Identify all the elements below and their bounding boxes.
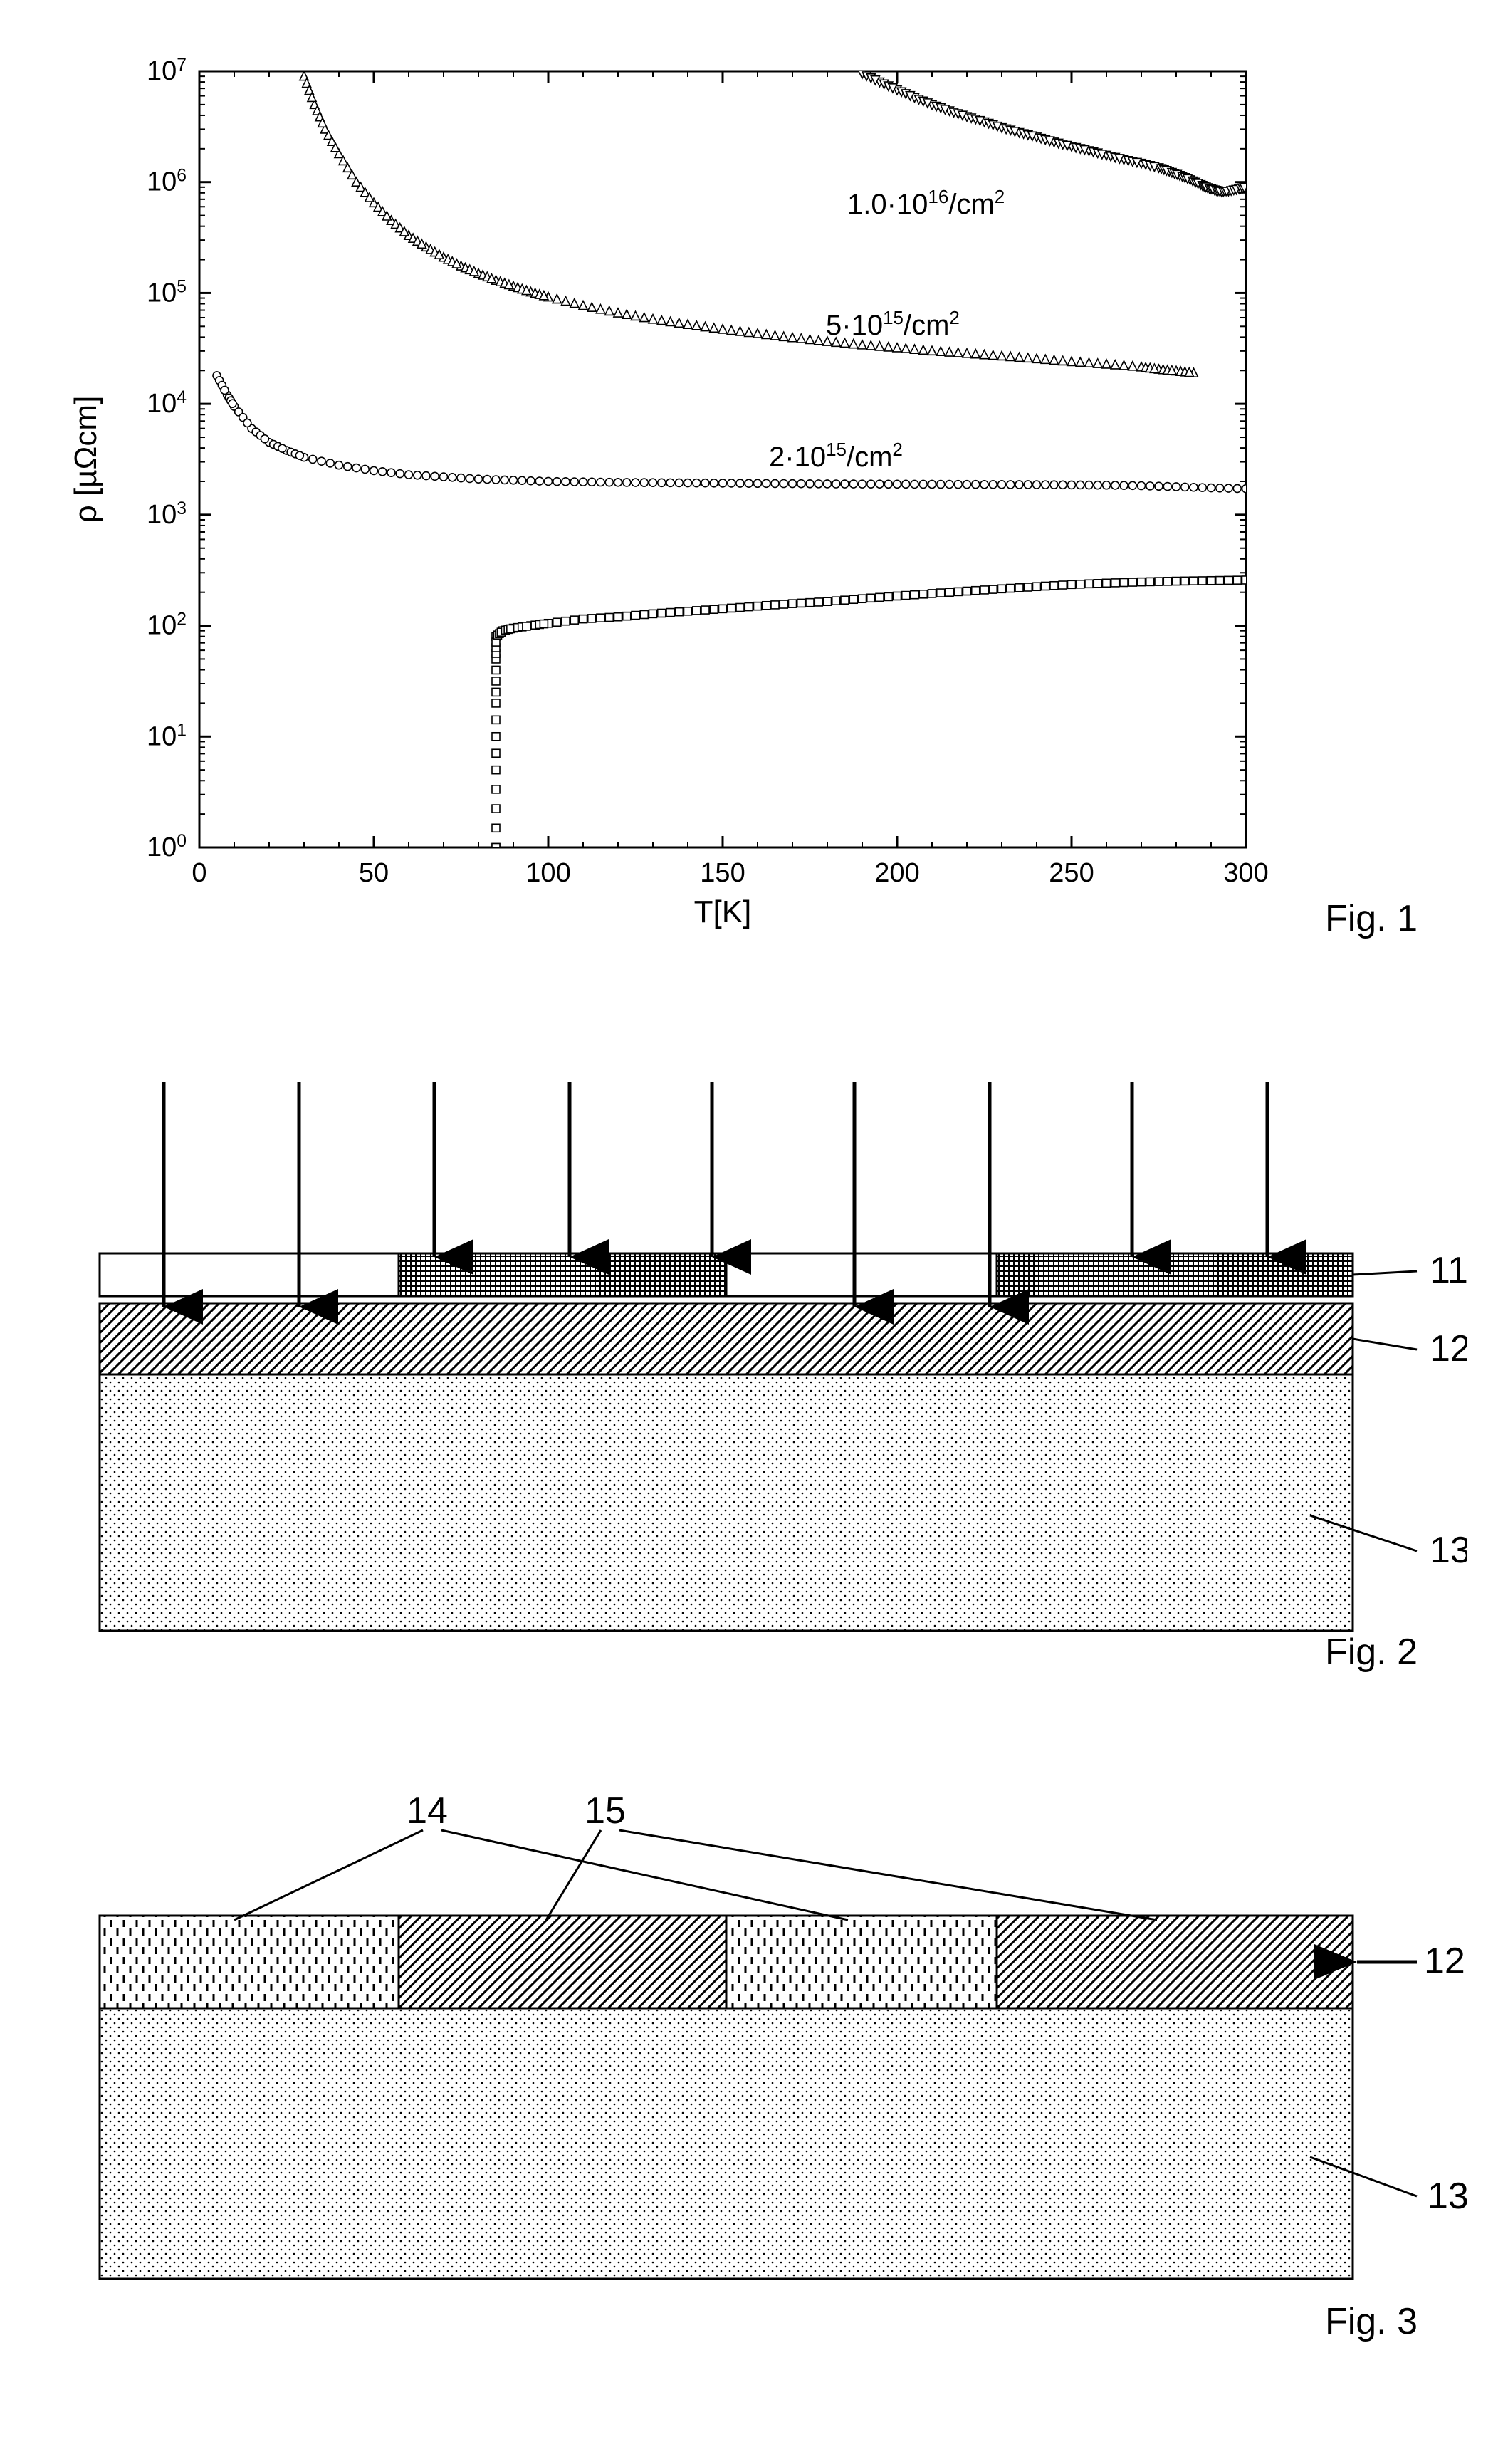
svg-text:103: 103	[147, 498, 187, 530]
fig2-caption: Fig. 2	[1325, 1631, 1418, 1674]
fig1-caption: Fig. 1	[1325, 897, 1418, 940]
svg-text:300: 300	[1223, 858, 1268, 888]
series-2e15	[213, 372, 1250, 493]
substrate-layer	[100, 2008, 1353, 2279]
svg-text:100: 100	[525, 858, 570, 888]
mask-block	[399, 1253, 726, 1296]
film-layer	[100, 1303, 1353, 1374]
figure-1: 100 101 102 103 104 105 106 107 0 50 100 150 200 250 3…	[57, 43, 1446, 961]
mask-block	[997, 1253, 1353, 1296]
svg-text:107: 107	[147, 56, 187, 87]
chart-annotation: 1.0·1016/cm2	[847, 186, 1005, 220]
svg-text:50: 50	[359, 858, 389, 888]
svg-text:101: 101	[147, 721, 187, 751]
ref-label: 11	[1430, 1250, 1467, 1291]
svg-text:ρ [µΩcm]: ρ [µΩcm]	[68, 396, 103, 523]
svg-text:100: 100	[147, 832, 187, 863]
ref-label: 12	[1430, 1328, 1467, 1369]
ref-label: 13	[1430, 1530, 1467, 1571]
ref-label: 14	[407, 1790, 448, 1832]
svg-text:105: 105	[147, 277, 187, 308]
chart-annotation: 2·1015/cm2	[769, 439, 903, 473]
fig1-chart: 100 101 102 103 104 105 106 107 0 50 100 150 200 250 3…	[57, 43, 1353, 933]
substrate-layer	[100, 1374, 1353, 1631]
film-segment-14	[100, 1916, 399, 2008]
series-superconducting	[492, 576, 1250, 933]
fig3-caption: Fig. 3	[1325, 2300, 1418, 2343]
fig2-schematic: 11 12 13	[57, 1047, 1467, 1645]
chart-annotation: 5·1015/cm2	[826, 307, 960, 341]
figure-2: 111213 Fig. 2	[57, 1047, 1446, 1666]
film-segment-15	[997, 1916, 1353, 2008]
fig3-schematic: 14 15 12' 13	[57, 1752, 1467, 2314]
svg-text:0: 0	[192, 858, 206, 888]
svg-text:200: 200	[874, 858, 919, 888]
figure-3: 141512'13 Fig. 3	[57, 1752, 1446, 2336]
ref-label: 15	[585, 1790, 626, 1832]
ref-label: 13	[1428, 2176, 1467, 2217]
svg-text:102: 102	[147, 610, 187, 641]
svg-text:250: 250	[1049, 858, 1094, 888]
ref-label: 12'	[1424, 1941, 1467, 1982]
svg-text:104: 104	[147, 388, 187, 419]
series-1e16	[858, 70, 1250, 197]
svg-text:T[K]: T[K]	[694, 894, 752, 929]
film-segment-15	[399, 1916, 726, 2008]
svg-text:150: 150	[700, 858, 745, 888]
svg-text:106: 106	[147, 166, 187, 197]
film-segment-14	[726, 1916, 997, 2008]
series-5e15	[300, 72, 1198, 377]
